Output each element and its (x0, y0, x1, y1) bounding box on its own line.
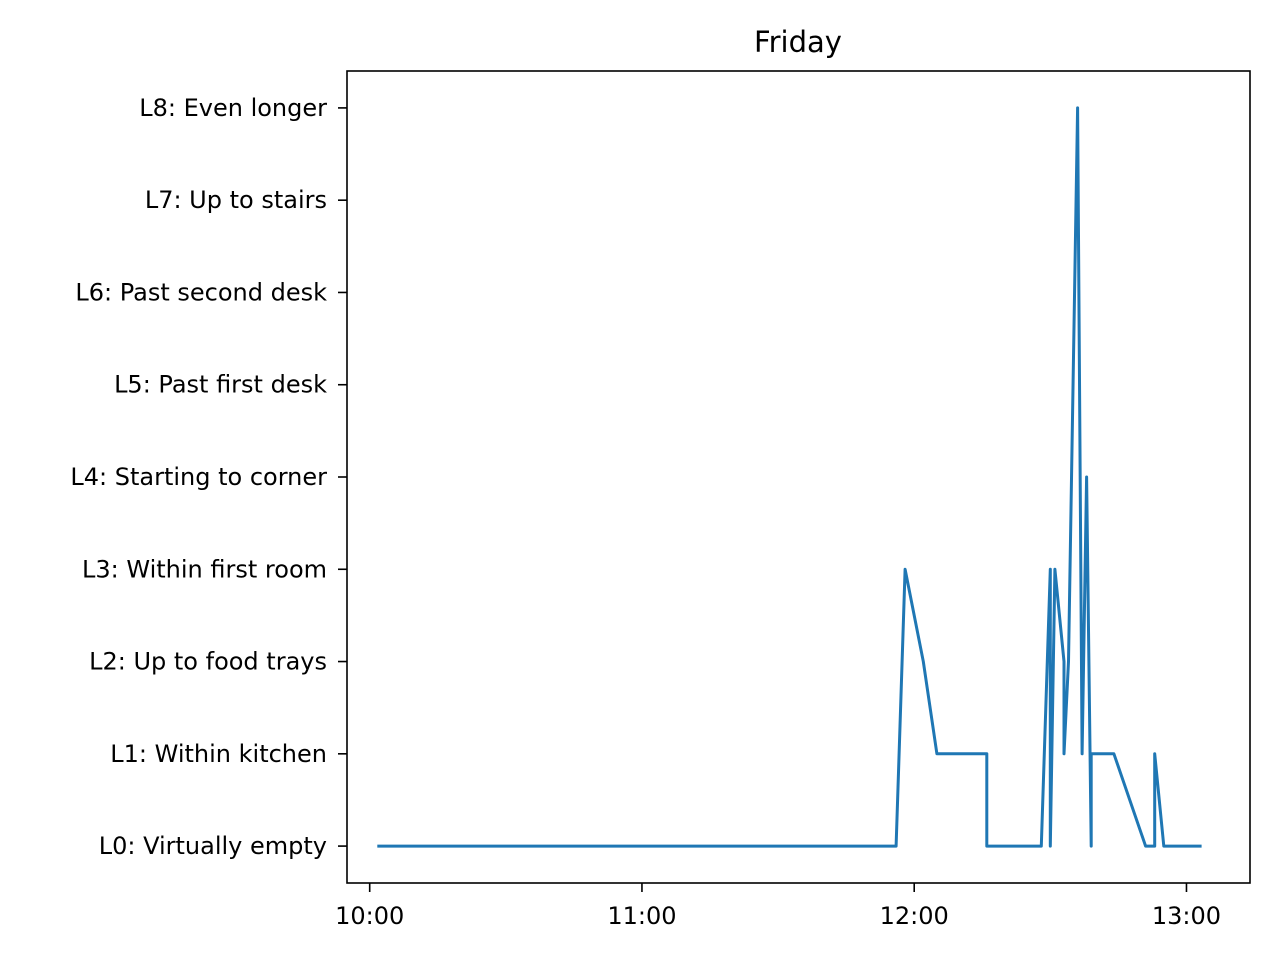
y-tick-label: L0: Virtually empty (99, 832, 327, 860)
y-tick-label: L7: Up to stairs (145, 186, 327, 214)
y-tick-label: L6: Past second desk (75, 278, 327, 306)
x-tick-label: 11:00 (607, 902, 676, 930)
x-tick-label: 12:00 (880, 902, 949, 930)
series-line-0 (377, 106, 1202, 848)
y-tick-label: L1: Within kitchen (110, 740, 327, 768)
y-tick-label: L5: Past first desk (114, 371, 327, 399)
y-tick-label: L4: Starting to corner (70, 463, 327, 491)
y-tick-label: L2: Up to food trays (89, 648, 327, 676)
x-tick-label: 13:00 (1152, 902, 1221, 930)
plot-frame (346, 70, 1251, 884)
plot-area (377, 106, 1202, 848)
chart-title: Friday (754, 25, 842, 59)
axes: L0: Virtually empty L1: Within kitchen L2:… (70, 70, 1251, 930)
y-tick-label: L8: Even longer (139, 94, 327, 122)
y-tick-label: L3: Within first room (82, 555, 327, 583)
x-tick-label: 10:00 (335, 902, 404, 930)
